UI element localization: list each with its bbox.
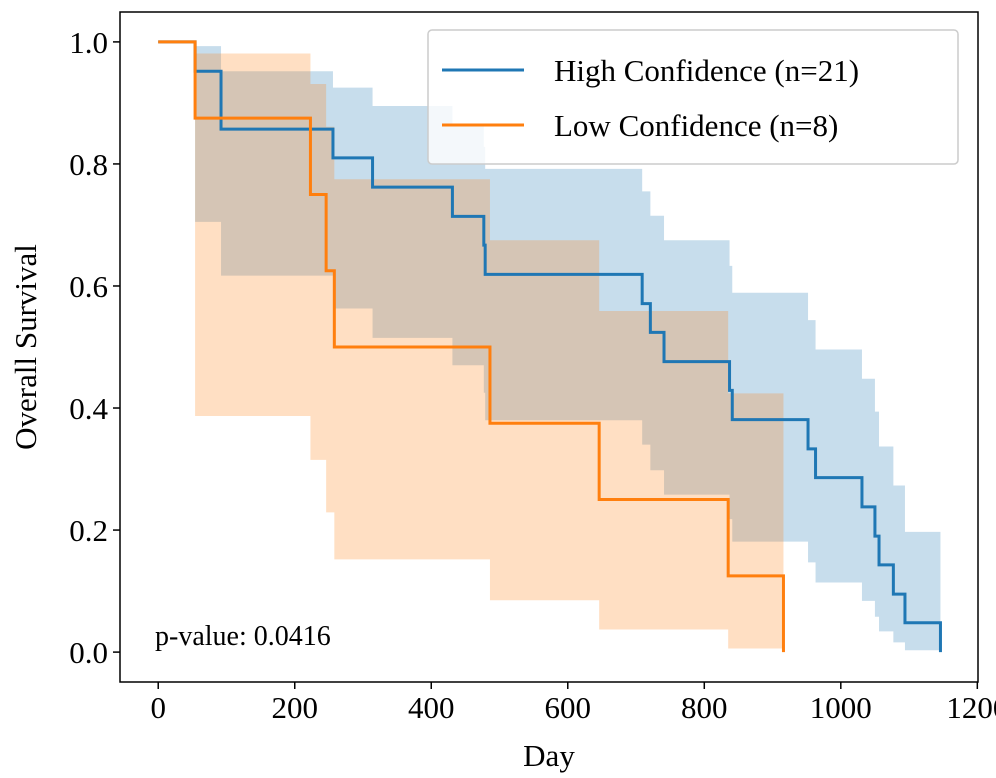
x-axis-label: Day xyxy=(523,738,575,773)
confidence-band xyxy=(158,41,941,651)
legend-box xyxy=(427,29,959,165)
x-tick-label: 0 xyxy=(150,690,166,725)
annotation: p-value: 0.0416 xyxy=(155,621,331,652)
x-tick-label: 800 xyxy=(681,690,728,725)
y-tick-label: 0.0 xyxy=(69,635,108,670)
plot-frame xyxy=(119,11,979,683)
x-tick-label: 400 xyxy=(408,690,455,725)
y-axis-label: Overall Survival xyxy=(8,244,43,450)
y-tick-label: 1.0 xyxy=(69,25,108,60)
plot-area xyxy=(158,40,942,653)
x-tick-label: 1000 xyxy=(810,690,872,725)
x-tick-label: 200 xyxy=(271,690,318,725)
y-tick-label: 0.6 xyxy=(69,269,108,304)
y-tick-label: 0.4 xyxy=(69,391,108,426)
legend: High Confidence (n=21) Low Confidence (n=… xyxy=(427,29,959,165)
y-tick-label: 0.2 xyxy=(69,513,108,548)
x-tick-label: 600 xyxy=(545,690,592,725)
legend-label: High Confidence (n=21) xyxy=(554,53,859,88)
legend-label: Low Confidence (n=8) xyxy=(554,108,838,143)
survival-line xyxy=(158,40,942,653)
y-tick-label: 0.8 xyxy=(69,147,108,182)
survival-line xyxy=(158,40,785,653)
